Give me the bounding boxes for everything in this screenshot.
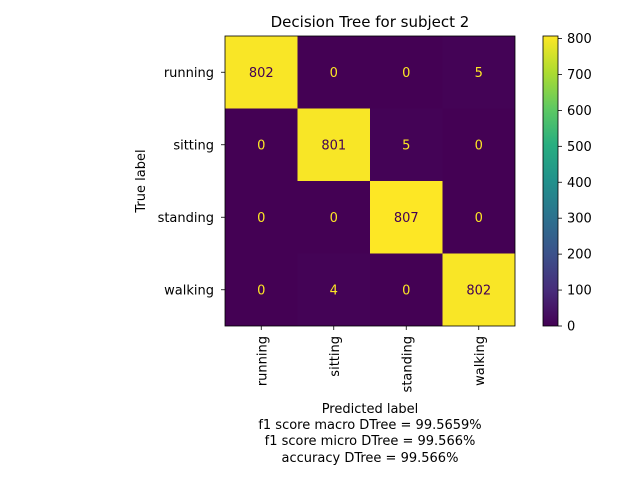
- cell-value-walking-running: 0: [257, 283, 265, 298]
- x-axis-ticks: running sitting standing walking: [255, 326, 488, 392]
- metric-f1-micro: f1 score micro DTree = 99.566%: [265, 434, 476, 449]
- x-tick-label-sitting: sitting: [328, 336, 343, 377]
- x-tick-label-standing: standing: [400, 336, 415, 392]
- colorbar-tick-label-100: 100: [567, 284, 592, 299]
- cell-value-standing-running: 0: [257, 211, 265, 226]
- cell-standing-sitting: [297, 181, 370, 254]
- colorbar-tick-label-0: 0: [567, 320, 575, 335]
- cell-sitting-standing: [370, 108, 443, 181]
- cell-sitting-running: [225, 108, 298, 181]
- cell-sitting-sitting: [297, 108, 370, 181]
- colorbar-tick-label-600: 600: [567, 104, 592, 119]
- cell-standing-walking: [442, 181, 515, 254]
- cell-value-running-standing: 0: [402, 66, 410, 81]
- x-tick-label-walking: walking: [473, 336, 488, 386]
- cell-value-standing-walking: 0: [475, 211, 483, 226]
- matrix-frame: [224, 35, 516, 327]
- cell-value-sitting-sitting: 801: [321, 138, 346, 153]
- cell-standing-running: [225, 181, 298, 254]
- cell-value-walking-sitting: 4: [330, 283, 338, 298]
- cell-walking-walking: [442, 253, 515, 326]
- y-tick-label-running: running: [164, 66, 214, 81]
- chart-title: Decision Tree for subject 2: [271, 13, 470, 31]
- cell-value-running-walking: 5: [475, 66, 483, 81]
- cell-walking-running: [225, 253, 298, 326]
- y-tick-label-standing: standing: [158, 211, 214, 226]
- cell-sitting-walking: [442, 108, 515, 181]
- confusion-matrix: 802 0 0 5 0 801 5 0 0 0 807 0 0 4 0 802: [224, 35, 516, 327]
- y-axis-title: True label: [134, 149, 149, 213]
- metric-accuracy: accuracy DTree = 99.566%: [282, 451, 459, 466]
- cell-value-walking-standing: 0: [402, 283, 410, 298]
- y-tick-label-walking: walking: [164, 283, 214, 298]
- cell-running-standing: [370, 36, 443, 109]
- colorbar-tick-label-300: 300: [567, 212, 592, 227]
- cell-value-running-sitting: 0: [330, 66, 338, 81]
- colorbar-tick-label-800: 800: [567, 32, 592, 47]
- cell-value-standing-sitting: 0: [330, 211, 338, 226]
- y-tick-label-sitting: sitting: [173, 138, 214, 153]
- cell-walking-standing: [370, 253, 443, 326]
- colorbar-tick-label-500: 500: [567, 140, 592, 155]
- cell-value-sitting-walking: 0: [475, 138, 483, 153]
- cell-value-standing-standing: 807: [394, 211, 419, 226]
- colorbar-tick-label-200: 200: [567, 248, 592, 263]
- cell-value-running-running: 802: [249, 66, 274, 81]
- metric-f1-macro: f1 score macro DTree = 99.5659%: [258, 418, 481, 433]
- cell-walking-sitting: [297, 253, 370, 326]
- cell-running-walking: [442, 36, 515, 109]
- colorbar-tick-label-700: 700: [567, 68, 592, 83]
- cell-running-running: [225, 36, 298, 109]
- colorbar-tick-label-400: 400: [567, 176, 592, 191]
- cell-value-sitting-running: 0: [257, 138, 265, 153]
- colorbar: [542, 35, 559, 327]
- cell-standing-standing: [370, 181, 443, 254]
- colorbar-ticks: 0 100 200 300 400 500 600 700 800: [558, 32, 592, 335]
- cell-running-sitting: [297, 36, 370, 109]
- x-tick-label-running: running: [255, 336, 270, 386]
- x-axis-title: Predicted label: [322, 402, 419, 417]
- cell-value-walking-walking: 802: [466, 283, 491, 298]
- y-axis-ticks: running sitting standing walking: [158, 66, 225, 298]
- cell-value-sitting-standing: 5: [402, 138, 410, 153]
